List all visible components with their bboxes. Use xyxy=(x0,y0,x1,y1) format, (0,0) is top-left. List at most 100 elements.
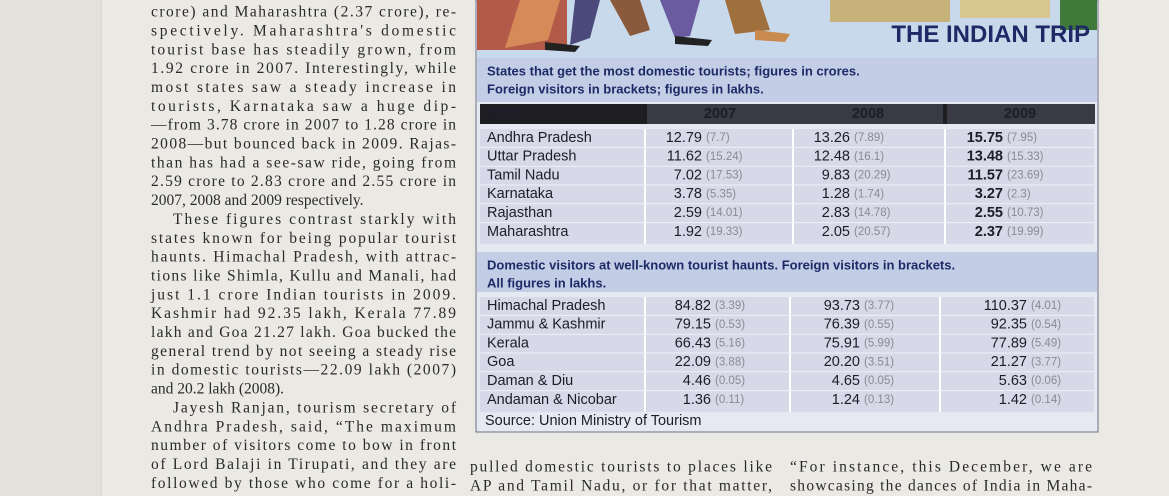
domestic-value: 66.43 xyxy=(675,335,711,351)
header-label: 2009 xyxy=(1004,106,1036,122)
foreign-value: (5.35) xyxy=(706,188,736,200)
illustration-tree xyxy=(1060,0,1097,30)
domestic-value: 4.65 xyxy=(832,373,860,389)
foreign-value: (0.14) xyxy=(1031,394,1061,406)
foreign-value: (0.53) xyxy=(715,319,745,331)
illustration-legs xyxy=(570,0,600,45)
foreign-value: (1.74) xyxy=(854,188,884,200)
state-name: Karnataka xyxy=(487,186,554,202)
article-line: just 1.1 crore Indian tourists in 2009. xyxy=(150,286,456,303)
article-line: tourist base has steadily grown, from xyxy=(151,41,456,58)
foreign-value: (19.33) xyxy=(706,226,743,238)
article-line: of Lord Balaji in Tirupati, and they are xyxy=(151,456,456,473)
article-line: “For instance, this December, we are xyxy=(790,459,1092,476)
domestic-value: 21.27 xyxy=(991,354,1027,370)
domestic-value: 2.37 xyxy=(975,224,1003,240)
foreign-value: (0.54) xyxy=(1031,319,1061,331)
foreign-value: (20.29) xyxy=(854,170,891,182)
foreign-value: (7.89) xyxy=(854,132,884,144)
article-line: 2007, 2008 and 2009 respectively. xyxy=(151,192,364,209)
table-body xyxy=(480,129,1094,244)
article-line: states known for being popular tourist xyxy=(151,230,457,247)
illustration-shoe xyxy=(675,36,712,46)
article-line: spectively. Maharashtra's domestic xyxy=(151,22,456,39)
domestic-value: 92.35 xyxy=(991,317,1027,333)
article-line: 2008—but bounced back in 2009. Rajas- xyxy=(151,136,456,153)
domestic-value: 1.28 xyxy=(822,186,850,202)
illustration-shoe xyxy=(545,42,580,52)
domestic-value: 4.46 xyxy=(683,373,711,389)
article-line: pulled domestic tourists to places like xyxy=(470,459,772,476)
domestic-value: 2.05 xyxy=(822,224,850,240)
domestic-value: 5.63 xyxy=(999,373,1027,389)
article-line: showcasing the dances of India in Maha- xyxy=(790,478,1092,495)
foreign-value: (14.78) xyxy=(854,207,891,219)
domestic-value: 93.73 xyxy=(824,298,860,314)
header-label: 2007 xyxy=(704,106,736,122)
state-name: Kerala xyxy=(487,335,530,351)
table-caption: All figures in lakhs. xyxy=(487,275,606,290)
article-line: most states saw a steady increase in xyxy=(151,79,456,96)
domestic-value: 2.83 xyxy=(822,205,850,221)
article-line: AP and Tamil Nadu, or for that matter, xyxy=(470,478,772,495)
domestic-value: 1.92 xyxy=(674,224,702,240)
state-name: Himachal Pradesh xyxy=(487,298,605,314)
article-line: crore) and Maharashtra (2.37 crore), re- xyxy=(151,4,456,21)
foreign-value: (17.53) xyxy=(706,170,743,182)
article-line: general trend by not seeing a steady ris… xyxy=(151,343,456,360)
header-cell xyxy=(947,104,1095,124)
foreign-value: (0.55) xyxy=(864,319,894,331)
foreign-value: (3.77) xyxy=(1031,356,1061,368)
header-label: State xyxy=(487,106,522,122)
foreign-value: (5.16) xyxy=(715,338,745,350)
domestic-value: 110.37 xyxy=(984,298,1027,314)
foreign-value: (5.49) xyxy=(1031,338,1061,350)
table-body xyxy=(480,297,1094,412)
table-caption: States that get the most domestic touris… xyxy=(487,63,860,78)
domestic-value: 12.79 xyxy=(666,130,702,146)
foreign-value: (20.57) xyxy=(854,226,891,238)
domestic-value: 2.59 xyxy=(674,205,702,221)
domestic-value: 77.89 xyxy=(991,335,1027,351)
state-name: Rajasthan xyxy=(487,205,552,221)
domestic-value: 79.15 xyxy=(675,317,711,333)
domestic-value: 12.48 xyxy=(814,149,850,165)
page-margin xyxy=(0,0,100,496)
article-line: Jayesh Ranjan, tourism secretary of xyxy=(173,399,457,416)
article-line: 2.59 crore to 2.83 crore and 2.55 crore … xyxy=(151,173,456,190)
illustration-legs xyxy=(660,0,700,38)
foreign-value: (3.39) xyxy=(715,300,745,312)
article-line: than has had a see-saw ride, going from xyxy=(151,154,456,171)
domestic-value: 11.62 xyxy=(667,149,702,165)
article-line: —from 3.78 crore in 2007 to 1.28 crore i… xyxy=(150,117,456,134)
illustration-monument xyxy=(830,0,950,22)
domestic-value: 2.55 xyxy=(975,205,1003,221)
article-line: These figures contrast starkly with xyxy=(173,211,456,228)
table-caption: Domestic visitors at well-known tourist … xyxy=(487,257,955,272)
foreign-value: (16.1) xyxy=(854,151,884,163)
foreign-value: (7.95) xyxy=(1007,132,1037,144)
domestic-value: 15.75 xyxy=(967,130,1003,146)
illustration-shoe xyxy=(755,30,790,42)
caption-band xyxy=(477,252,1097,292)
state-name: Goa xyxy=(487,354,515,370)
content: crore) and Maharashtra (2.37 crore), re-… xyxy=(150,4,1095,495)
foreign-value: (5.99) xyxy=(864,338,894,350)
source-note: Source: Union Ministry of Tourism xyxy=(485,413,702,429)
foreign-value: (4.01) xyxy=(1031,300,1061,312)
domestic-value: 13.26 xyxy=(814,130,850,146)
illustration-bag xyxy=(610,0,650,36)
foreign-value: (10.73) xyxy=(1007,207,1044,219)
domestic-value: 1.42 xyxy=(999,392,1027,408)
foreign-value: (23.69) xyxy=(1007,170,1044,182)
foreign-value: (19.99) xyxy=(1007,226,1044,238)
foreign-value: (3.77) xyxy=(864,300,894,312)
state-name: Andhra Pradesh xyxy=(487,130,592,146)
table-caption: Foreign visitors in brackets; figures in… xyxy=(487,81,764,96)
foreign-value: (7.7) xyxy=(706,132,730,144)
domestic-value: 1.24 xyxy=(832,392,860,408)
domestic-value: 1.36 xyxy=(683,392,711,408)
article-line: 1.92 crore in 2007. Interestingly, while xyxy=(151,60,456,77)
foreign-value: (0.06) xyxy=(1031,375,1061,387)
